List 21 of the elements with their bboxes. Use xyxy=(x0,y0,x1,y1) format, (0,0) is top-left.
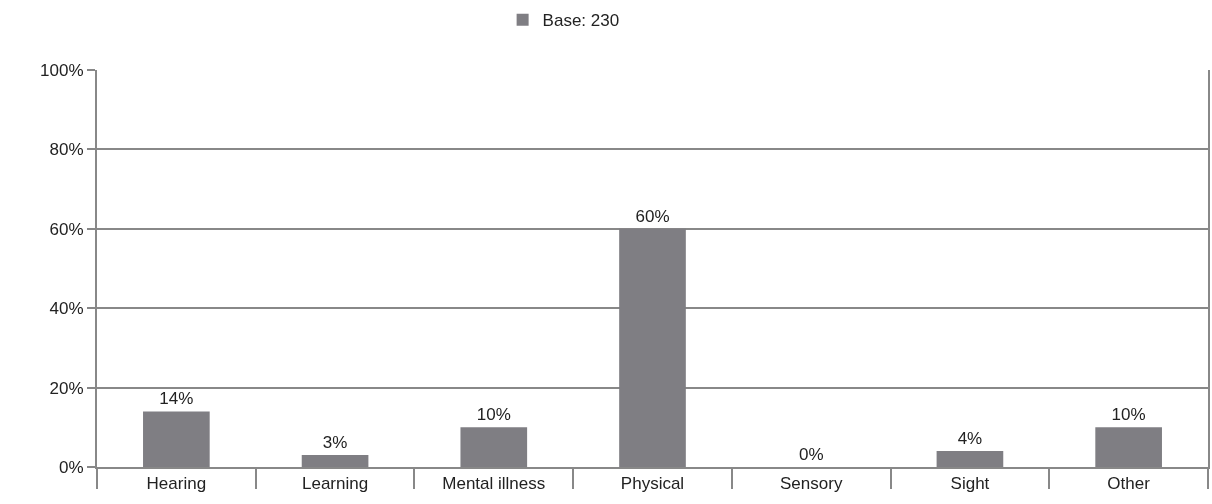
y-tick-label: 0% xyxy=(59,457,84,477)
y-tick-label: 60% xyxy=(49,219,84,239)
data-label: 3% xyxy=(322,433,348,453)
y-tick-label: 20% xyxy=(49,378,84,398)
data-label: 4% xyxy=(957,429,983,449)
x-tick-label: Sight xyxy=(950,474,990,494)
data-label: 60% xyxy=(635,206,670,226)
x-tick-label: Physical xyxy=(620,474,685,494)
data-label: 10% xyxy=(1111,405,1146,425)
data-label: 14% xyxy=(159,389,194,409)
x-tick-label: Other xyxy=(1107,474,1151,494)
y-tick-label: 80% xyxy=(49,140,84,160)
data-label: 0% xyxy=(798,445,824,464)
x-tick-label: Learning xyxy=(301,474,369,494)
x-tick-label: Mental illness xyxy=(442,474,546,494)
y-tick-label: 100% xyxy=(40,60,84,80)
x-tick-label: Hearing xyxy=(146,474,207,494)
data-label: 10% xyxy=(476,405,511,425)
x-tick-label: Sensory xyxy=(780,474,843,494)
legend-label: Base: 230 xyxy=(542,11,620,31)
y-tick-label: 40% xyxy=(49,299,84,319)
